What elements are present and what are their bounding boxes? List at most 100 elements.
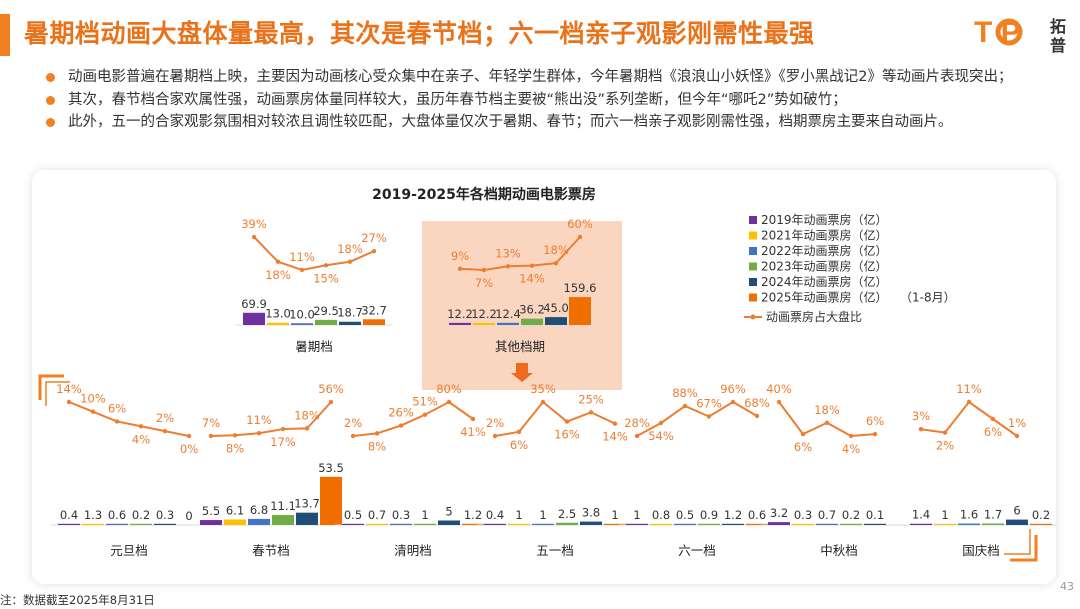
bar <box>438 520 460 525</box>
share-label: 7% <box>475 276 493 290</box>
share-point <box>824 420 830 425</box>
bar-value-label: 1.3 <box>84 508 102 522</box>
bar <box>910 523 932 525</box>
bar-value-label: 1.2 <box>464 508 482 522</box>
share-point <box>162 428 168 434</box>
share-line <box>253 236 375 272</box>
bar-value-label: 0.9 <box>700 508 718 522</box>
share-label: 35% <box>530 382 556 396</box>
share-label: 67% <box>696 397 722 411</box>
share-point <box>114 419 120 424</box>
bar-value-label: 0.5 <box>344 508 362 522</box>
bar-value-label: 5.5 <box>202 504 220 518</box>
bar-value-label: 10.0 <box>289 307 315 321</box>
legend-label: 2022年动画票房（亿） <box>761 243 888 258</box>
corner-decoration-icon <box>45 381 70 406</box>
legend-label: 2019年动画票房（亿） <box>761 212 888 227</box>
share-label: 28% <box>624 416 650 430</box>
share-line <box>494 400 616 437</box>
bar-value-label: 12.2 <box>471 307 497 321</box>
bar-value-label: 0.7 <box>818 508 836 522</box>
share-label: 27% <box>361 231 387 245</box>
bar <box>556 522 578 525</box>
legend-line-label: 动画票房占大盘比 <box>766 309 862 324</box>
bar <box>934 523 956 525</box>
bar <box>366 523 388 525</box>
category-label: 其他档期 <box>495 339 545 354</box>
bar-value-label: 0.4 <box>486 508 504 522</box>
share-label: 51% <box>412 395 438 409</box>
share-label: 3% <box>912 409 930 423</box>
down-arrow-icon <box>511 363 533 382</box>
bar <box>272 515 294 525</box>
bar <box>320 476 342 525</box>
bar-value-label: 0.3 <box>156 508 174 522</box>
share-label: 26% <box>388 406 414 420</box>
bar <box>130 523 152 525</box>
legend-line-marker <box>750 314 756 320</box>
share-label: 14% <box>602 430 628 444</box>
bar <box>390 523 412 525</box>
bar-value-label: 0.2 <box>1032 508 1050 522</box>
share-point <box>800 431 806 437</box>
bar-value-label: 1 <box>941 508 948 522</box>
share-label: 4% <box>132 432 150 446</box>
share-label: 2% <box>344 416 362 430</box>
share-label: 6% <box>794 440 812 454</box>
bar-value-label: 1 <box>515 508 522 522</box>
bar-value-label: 13.0 <box>265 307 291 321</box>
share-point <box>446 399 452 405</box>
bar <box>792 523 814 525</box>
share-point <box>347 259 353 264</box>
bar <box>248 518 270 525</box>
share-point <box>481 267 487 273</box>
footnote: 注：数据截至2025年8月31日 <box>0 593 155 607</box>
category-label: 元旦档 <box>110 543 148 558</box>
bar-value-label: 6.8 <box>250 503 268 517</box>
bar <box>1030 523 1052 525</box>
share-label: 2% <box>486 416 504 430</box>
share-label: 96% <box>720 382 746 396</box>
bar <box>414 523 436 525</box>
page-number: 43 <box>1060 580 1074 593</box>
bar <box>339 321 361 325</box>
share-point <box>588 410 594 415</box>
bar-value-label: 13.7 <box>294 497 320 511</box>
bar-value-label: 0.5 <box>676 508 694 522</box>
bar <box>315 319 337 325</box>
share-point <box>505 264 511 269</box>
bar <box>650 523 672 525</box>
bar-value-label: 12.4 <box>495 307 521 321</box>
share-point <box>275 259 281 264</box>
bar-value-label: 29.5 <box>313 304 339 318</box>
corner-decoration-icon <box>38 374 64 400</box>
share-point <box>577 234 583 240</box>
bar-value-label: 0.7 <box>368 508 386 522</box>
bullet-item: 此外，五一的合家观影氛围相对较浓且调性较匹配，大盘体量仅次于暑期、春节；而六一档… <box>46 111 1046 134</box>
bar-value-label: 18.7 <box>337 306 363 320</box>
share-point <box>942 430 948 435</box>
logo-o-icon <box>995 18 1023 46</box>
bar <box>604 523 626 525</box>
legend-swatch <box>749 293 757 302</box>
share-point <box>966 399 972 405</box>
share-point <box>990 416 996 422</box>
bar-value-label: 1.7 <box>984 507 1002 521</box>
bar-value-label: 1.4 <box>912 508 930 522</box>
bar <box>626 523 648 525</box>
bar <box>532 523 554 525</box>
share-point <box>754 413 760 419</box>
bar-value-label: 53.5 <box>318 461 344 475</box>
bar <box>106 523 128 525</box>
share-point <box>299 267 305 273</box>
bar-value-label: 0.8 <box>652 508 670 522</box>
share-label: 18% <box>543 243 569 257</box>
share-label: 4% <box>842 442 860 456</box>
share-point <box>492 433 498 439</box>
share-label: 18% <box>265 268 291 282</box>
bar <box>484 523 506 525</box>
bar <box>521 318 543 325</box>
share-point <box>540 399 546 405</box>
bar-value-label: 1 <box>539 508 546 522</box>
share-point <box>658 420 664 426</box>
